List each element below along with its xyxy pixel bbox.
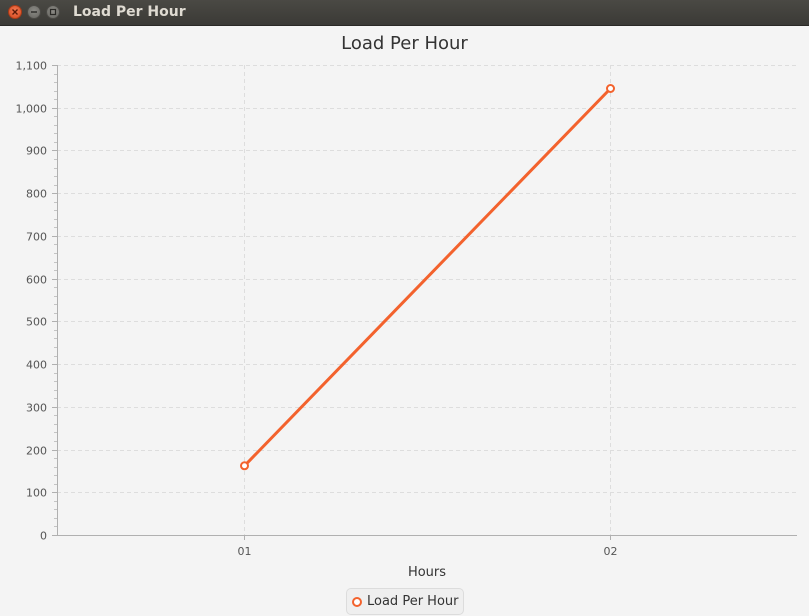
series-layer: [240, 84, 615, 471]
y-tick-label: 300: [26, 402, 47, 415]
window-titlebar: Load Per Hour: [0, 0, 809, 26]
y-tick-label: 900: [26, 145, 47, 158]
window-title: Load Per Hour: [73, 4, 186, 20]
data-point[interactable]: [606, 84, 615, 93]
legend-symbol: [352, 597, 362, 607]
grid-lines: [57, 65, 797, 535]
y-tick-label: 1,000: [16, 103, 48, 116]
close-icon: [12, 9, 18, 15]
y-tick-label: 500: [26, 316, 47, 329]
minimize-window-button[interactable]: [27, 5, 41, 19]
y-tick-label: 800: [26, 188, 47, 201]
x-tick-label: 02: [604, 545, 618, 558]
y-tick-label: 0: [40, 530, 47, 543]
y-tick-label: 100: [26, 487, 47, 500]
y-tick-label: 400: [26, 359, 47, 372]
y-tick-label: 600: [26, 274, 47, 287]
close-window-button[interactable]: [8, 5, 22, 19]
y-tick-label: 700: [26, 231, 47, 244]
x-axis-label: Hours: [408, 565, 446, 580]
axes: 0 100 200 300 400 500 600 700 800 900 1,000 1,100 01…: [16, 60, 797, 558]
y-tick-label: 200: [26, 445, 47, 458]
legend-label: Load Per Hour: [367, 594, 459, 609]
series-line: [243, 87, 612, 467]
minimize-icon: [31, 11, 37, 13]
y-tick-label: 1,100: [16, 60, 48, 73]
chart-legend: Load Per Hour: [346, 588, 464, 615]
chart-title: Load Per Hour: [341, 33, 468, 54]
x-tick-label: 01: [238, 545, 252, 558]
maximize-icon: [49, 8, 57, 16]
data-point[interactable]: [240, 461, 249, 471]
maximize-window-button[interactable]: [46, 5, 60, 19]
